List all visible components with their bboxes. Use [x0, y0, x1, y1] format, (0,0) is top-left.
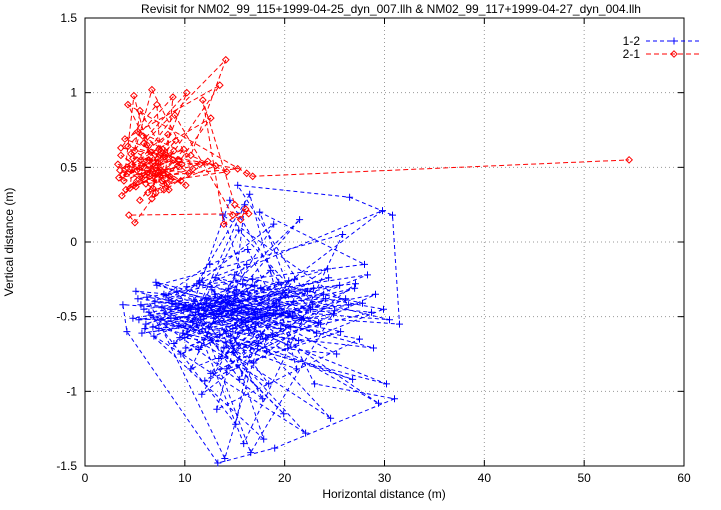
x-tick-label: 60 — [677, 471, 691, 485]
y-axis-label: Vertical distance (m) — [2, 188, 16, 297]
legend-plus-marker-icon — [670, 37, 678, 45]
legend-sample-lines — [646, 37, 702, 58]
y-tick-label: 0 — [70, 235, 77, 249]
y-tick-label: -0.5 — [56, 310, 77, 324]
series-1-2 — [119, 181, 403, 467]
legend-label: 2-1 — [623, 47, 641, 61]
y-tick-label: 1.5 — [60, 11, 77, 25]
y-tick-label: 1 — [70, 86, 77, 100]
y-tick-label: 0.5 — [60, 160, 77, 174]
y-tick-label: -1.5 — [56, 459, 77, 473]
x-tick-label: 40 — [478, 471, 492, 485]
chart-title: Revisit for NM02_99_115+1999-04-25_dyn_0… — [141, 2, 641, 16]
x-tick-label: 10 — [178, 471, 192, 485]
legend-diamond-marker-icon — [670, 50, 678, 58]
x-tick-label: 50 — [577, 471, 591, 485]
x-axis-label: Horizontal distance (m) — [322, 487, 445, 501]
series-markers — [113, 55, 634, 229]
tick-labels: 0 10 20 30 40 50 60 -1.5 -1 -0.5 0 0.5 1 1.5 — [56, 11, 691, 485]
series-2-1 — [113, 55, 634, 229]
plot-render-layer: 0 10 20 30 40 50 60 -1.5 -1 -0.5 0 0.5 1 1.5 — [56, 11, 691, 485]
x-tick-label: 20 — [278, 471, 292, 485]
series-markers — [119, 181, 403, 467]
grid-lines — [85, 18, 684, 466]
axis-ticks — [84, 17, 685, 467]
y-tick-label: -1 — [66, 384, 77, 398]
legend-label: 1-2 — [623, 34, 641, 48]
x-tick-label: 0 — [82, 471, 89, 485]
series-line — [117, 59, 630, 225]
x-tick-label: 30 — [378, 471, 392, 485]
